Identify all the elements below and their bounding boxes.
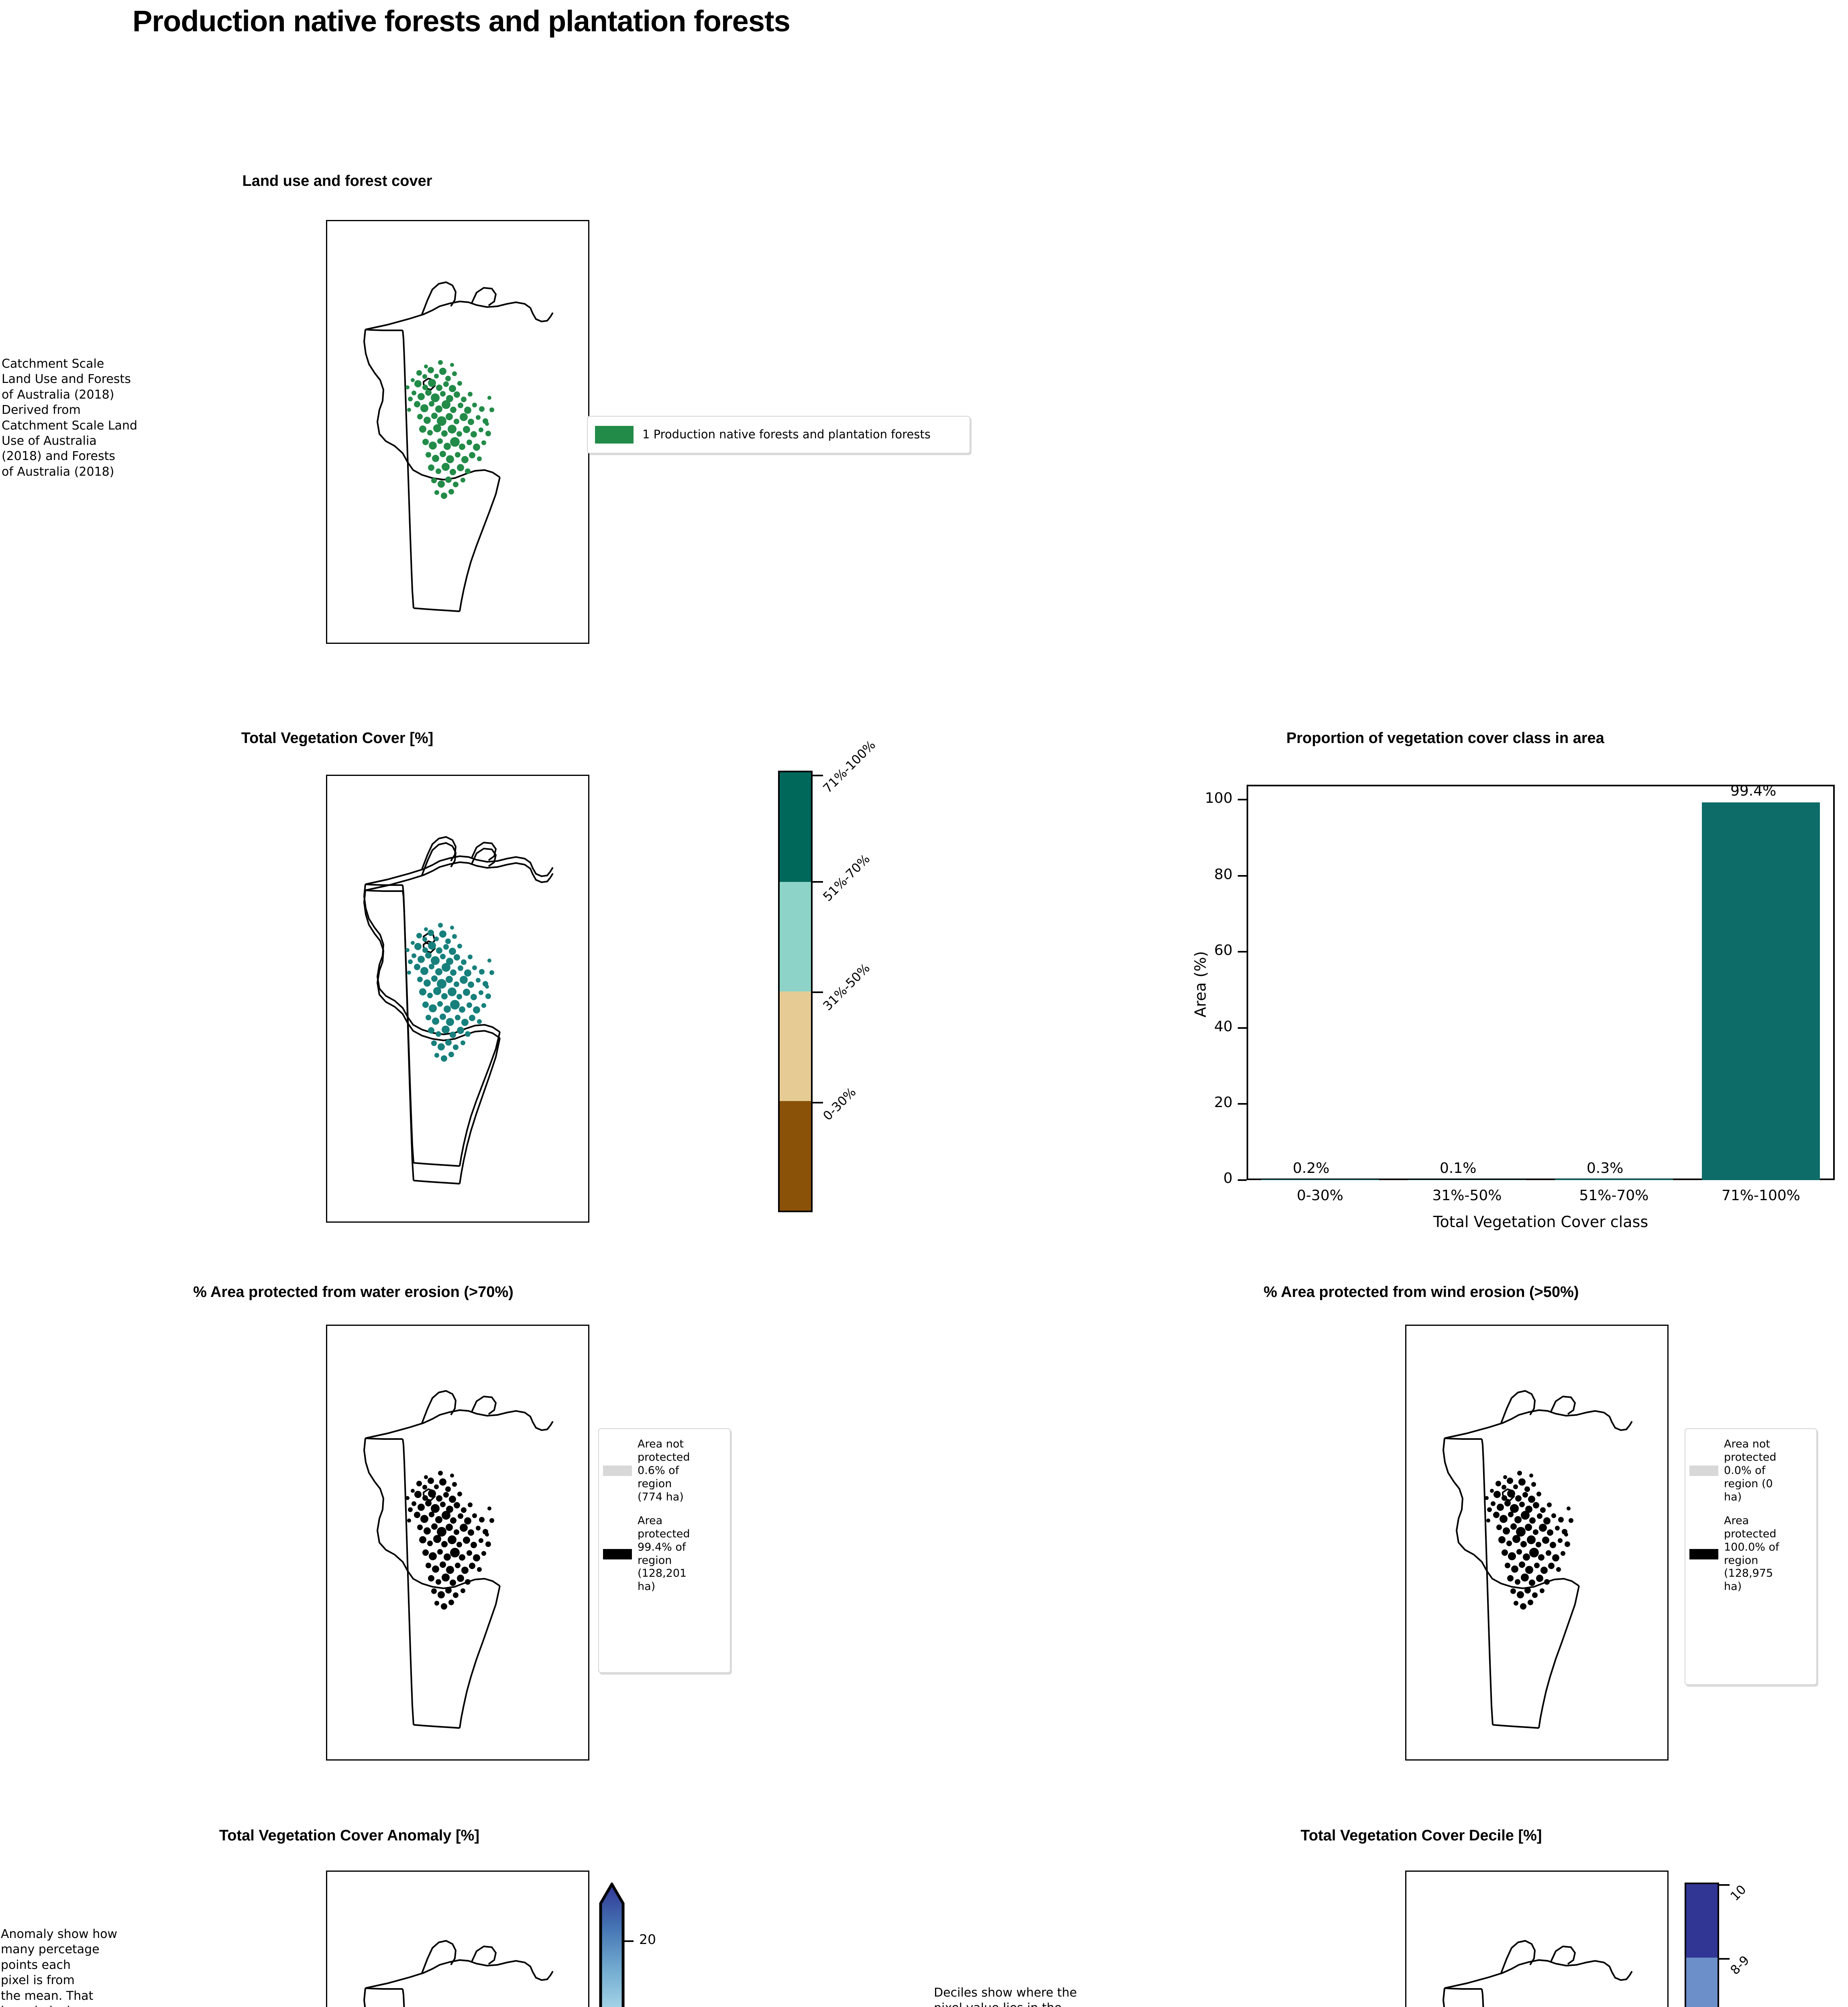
xtick-label-0-30: 0-30% <box>1297 1187 1343 1204</box>
ytick-mark-60 <box>1238 951 1247 953</box>
decile-map[interactable] <box>1405 1871 1669 2007</box>
legend-swatch-production-forest <box>595 426 634 444</box>
cbar-seg-51-70 <box>780 882 811 991</box>
xtick-label-71-100: 71%-100% <box>1722 1187 1800 1204</box>
cbar-tick-2 <box>813 991 823 993</box>
wind-erosion-map-svg <box>1442 1390 1633 1729</box>
anomaly-map-svg <box>363 1940 554 2007</box>
water-erosion-legend: Area not protected 0.6% of region (774 h… <box>598 1428 731 1673</box>
vegetation-proportion-chart[interactable]: 0 20 40 60 80 100 0.2% 0.1% 0.3% 99.4% 0… <box>1184 779 1843 1252</box>
bar-51-70[interactable] <box>1555 1179 1673 1180</box>
chart-y-axis-label: Area (%) <box>1192 951 1209 1018</box>
wind-erosion-panel-title: % Area protected from wind erosion (>50%… <box>1263 1284 1579 1301</box>
vegcover-map-svg <box>363 836 554 1185</box>
decile-panel-title: Total Vegetation Cover Decile [%] <box>1300 1827 1542 1844</box>
landuse-legend-label: 1 Production native forests and plantati… <box>642 427 931 442</box>
legend-swatch-not-protected <box>603 1466 632 1476</box>
decile-colorbar <box>1685 1883 1719 2007</box>
ytick-mark-80 <box>1238 875 1247 877</box>
anomaly-colorbar <box>589 1881 710 2007</box>
anomaly-map[interactable] <box>326 1871 589 2007</box>
cbar-tick-1 <box>813 1102 823 1103</box>
ytick-label-20: 20 <box>1214 1094 1233 1111</box>
landuse-legend: 1 Production native forests and plantati… <box>587 416 970 454</box>
decile-tick-10 <box>1719 1884 1730 1886</box>
landuse-map-svg <box>363 281 554 612</box>
vegcover-map[interactable] <box>326 775 589 1223</box>
water-legend-label-protected: Area protected 99.4% of region (128,201 … <box>638 1514 690 1593</box>
legend-swatch-not-protected <box>1689 1466 1718 1476</box>
bar-value-label-31-50: 0.1% <box>1440 1160 1477 1177</box>
water-erosion-panel-title: % Area protected from water erosion (>70… <box>193 1284 513 1301</box>
water-legend-row-not-protected: Area not protected 0.6% of region (774 h… <box>603 1438 724 1504</box>
anom-tick-20 <box>623 1940 634 1942</box>
legend-swatch-protected <box>603 1549 632 1559</box>
water-erosion-map-svg <box>363 1390 554 1729</box>
landuse-source-note: Catchment Scale Land Use and Forests of … <box>2 357 137 479</box>
decile-explanation-note: Deciles show where the pixel value lies … <box>934 1986 1077 2007</box>
wind-erosion-legend: Area not protected 0.0% of region (0 ha)… <box>1685 1428 1817 1685</box>
vegcover-cbar-label-31-50: 31%-50% <box>820 961 873 1014</box>
vegcover-cbar-label-0-30: 0-30% <box>820 1085 859 1124</box>
decile-seg-10 <box>1686 1884 1718 1958</box>
cbar-seg-71-100 <box>780 772 811 882</box>
barchart-panel-title: Proportion of vegetation cover class in … <box>1286 730 1604 747</box>
ytick-mark-20 <box>1238 1103 1247 1105</box>
ytick-mark-40 <box>1238 1027 1247 1029</box>
cbar-tick-top <box>813 775 823 776</box>
bar-value-label-71-100: 99.4% <box>1730 783 1777 799</box>
anomaly-colorbar-svg <box>599 1881 625 2007</box>
water-erosion-map[interactable] <box>326 1325 589 1761</box>
decile-cbar-label-8-9: 8-9 <box>1728 1953 1752 1978</box>
wind-erosion-map[interactable] <box>1405 1325 1669 1761</box>
bar-value-label-51-70: 0.3% <box>1587 1160 1624 1177</box>
decile-map-svg <box>1442 1940 1633 2007</box>
decile-tick-8-9 <box>1719 1958 1730 1960</box>
bar-0-30[interactable] <box>1261 1179 1379 1180</box>
xtick-label-51-70: 51%-70% <box>1579 1187 1649 1204</box>
vegcover-panel-title: Total Vegetation Cover [%] <box>241 730 434 747</box>
anomaly-tick-label-20: 20 <box>639 1932 656 1947</box>
landuse-map[interactable] <box>326 220 589 644</box>
ytick-label-40: 40 <box>1214 1018 1233 1035</box>
landuse-panel-title: Land use and forest cover <box>242 173 432 189</box>
decile-cbar-label-10: 10 <box>1728 1882 1749 1904</box>
wind-legend-row-protected: Area protected 100.0% of region (128,975… <box>1689 1514 1811 1594</box>
wind-legend-row-not-protected: Area not protected 0.0% of region (0 ha) <box>1689 1438 1811 1504</box>
page-title: Production native forests and plantation… <box>132 4 791 38</box>
wind-legend-label-protected: Area protected 100.0% of region (128,975… <box>1724 1514 1779 1593</box>
ytick-mark-100 <box>1238 799 1247 800</box>
decile-seg-8-9 <box>1686 1958 1718 2007</box>
cbar-tick-3 <box>813 881 823 883</box>
ytick-label-60: 60 <box>1214 942 1233 959</box>
vegcover-colorbar <box>778 771 813 1212</box>
water-legend-row-protected: Area protected 99.4% of region (128,201 … <box>603 1514 724 1594</box>
ytick-label-0: 0 <box>1223 1170 1233 1187</box>
bar-71-100[interactable] <box>1702 802 1820 1180</box>
cbar-seg-31-50 <box>780 991 811 1101</box>
anomaly-explanation-note: Anomaly show how many percetage points e… <box>1 1927 118 2007</box>
ytick-label-100: 100 <box>1205 790 1233 806</box>
ytick-label-80: 80 <box>1214 866 1233 883</box>
bar-value-label-0-30: 0.2% <box>1293 1160 1330 1177</box>
cbar-seg-0-30 <box>780 1101 811 1211</box>
vegcover-cbar-label-71-100: 71%-100% <box>820 737 879 796</box>
water-legend-label-not-protected: Area not protected 0.6% of region (774 h… <box>638 1438 690 1503</box>
wind-legend-label-not-protected: Area not protected 0.0% of region (0 ha) <box>1724 1438 1777 1503</box>
anomaly-panel-title: Total Vegetation Cover Anomaly [%] <box>219 1827 480 1844</box>
chart-x-axis-label: Total Vegetation Cover class <box>1433 1213 1648 1231</box>
xtick-label-31-50: 31%-50% <box>1432 1187 1502 1204</box>
legend-swatch-protected <box>1689 1549 1718 1559</box>
vegcover-cbar-label-51-70: 51%-70% <box>820 851 873 904</box>
ytick-mark-0 <box>1238 1179 1247 1181</box>
